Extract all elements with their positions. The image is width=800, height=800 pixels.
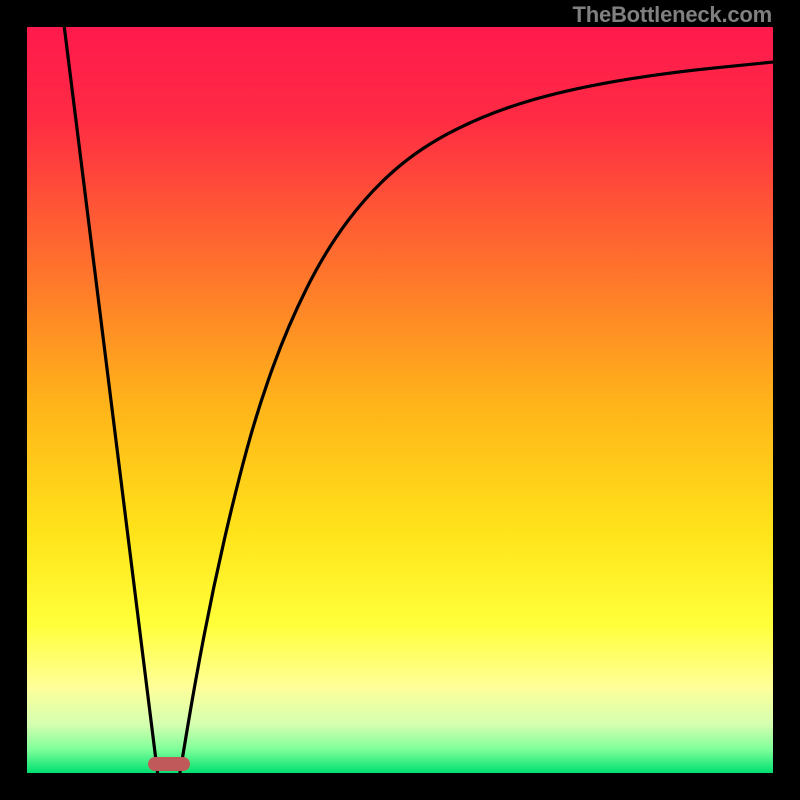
optimal-marker	[148, 757, 190, 772]
chart-plot-area	[27, 27, 773, 773]
bottleneck-curve	[27, 27, 773, 773]
watermark-text: TheBottleneck.com	[572, 2, 772, 28]
